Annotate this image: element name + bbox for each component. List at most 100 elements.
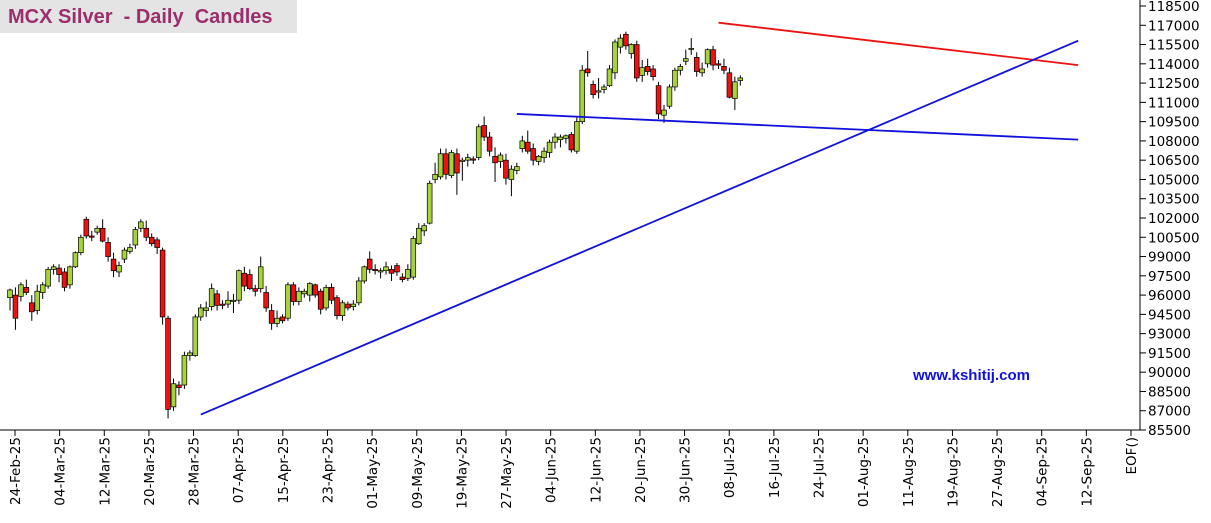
candle xyxy=(46,267,51,289)
candle xyxy=(111,253,116,277)
candle xyxy=(351,300,356,310)
y-tick-label: 96000 xyxy=(1148,288,1191,304)
candle-body-down xyxy=(455,154,460,173)
y-tick-label: 90000 xyxy=(1148,365,1191,381)
candle-body-down xyxy=(569,134,574,149)
candle-body-down xyxy=(215,294,220,306)
candle xyxy=(553,133,558,148)
candle xyxy=(607,65,612,87)
x-tick-label: 24-Feb-25 xyxy=(8,437,24,505)
candle-body-up xyxy=(536,156,541,161)
x-tick-label: 30-Jun-25 xyxy=(678,437,694,503)
candle xyxy=(732,77,737,110)
candle-body-up xyxy=(117,266,122,272)
candle-body-down xyxy=(585,69,590,73)
candle-body-up xyxy=(187,353,192,356)
candle-body-up xyxy=(542,151,547,157)
candle xyxy=(346,302,351,311)
candle-body-up xyxy=(607,69,612,86)
candle xyxy=(656,82,661,119)
candle xyxy=(465,154,470,167)
candle xyxy=(68,266,73,289)
candle-body-up xyxy=(68,267,73,285)
candle xyxy=(313,284,318,298)
candle-body-up xyxy=(204,308,209,311)
candle-body-down xyxy=(531,149,536,161)
candle-body-up xyxy=(553,137,558,142)
candle xyxy=(373,264,378,274)
x-tick-label: EOF() xyxy=(1124,437,1140,474)
candle xyxy=(57,264,62,282)
y-tick-label: 87000 xyxy=(1148,404,1191,420)
candle xyxy=(444,149,449,180)
candle-body-up xyxy=(138,222,143,228)
x-tick-label: 04-Mar-25 xyxy=(53,437,69,506)
candle-body-up xyxy=(689,48,694,49)
candle xyxy=(405,264,410,281)
y-tick-label: 106500 xyxy=(1148,153,1200,169)
candle xyxy=(422,223,427,236)
candle-body-down xyxy=(84,219,89,236)
candle xyxy=(171,379,176,411)
candle-body-down xyxy=(253,289,258,292)
candle-body-up xyxy=(78,237,83,252)
candle xyxy=(198,304,203,321)
y-tick-label: 118500 xyxy=(1148,0,1200,15)
candle-body-down xyxy=(62,272,67,287)
candle-body-down xyxy=(111,259,116,271)
y-tick-label: 103500 xyxy=(1148,192,1200,208)
candle xyxy=(253,285,258,297)
y-tick-label: 102000 xyxy=(1148,211,1200,227)
axes-layer: 85500 87000 88500 90000 91500 93000 94500 96000… xyxy=(0,0,1200,509)
candle xyxy=(395,263,400,276)
candle xyxy=(340,300,345,321)
candle-body-up xyxy=(209,289,214,307)
y-tick-label: 91500 xyxy=(1148,346,1191,362)
candle-body-down xyxy=(504,160,509,178)
candle-body-down xyxy=(318,291,323,309)
candle xyxy=(242,267,247,291)
x-tick-label: 11-Aug-25 xyxy=(901,437,917,507)
candle xyxy=(384,262,389,275)
trendlines-layer xyxy=(201,23,1078,415)
candle xyxy=(237,269,242,304)
y-tick-label: 93000 xyxy=(1148,327,1191,343)
x-tick-label: 12-Sep-25 xyxy=(1079,437,1095,507)
candle-body-up xyxy=(476,127,481,158)
candle xyxy=(177,381,182,395)
candle xyxy=(634,41,639,82)
trendline-blue-2 xyxy=(201,41,1078,415)
candle-body-down xyxy=(177,385,182,388)
candle-body-down xyxy=(471,159,476,160)
x-tick-label: 20-Mar-25 xyxy=(142,437,158,506)
candle-body-down xyxy=(645,66,650,71)
x-tick-label: 27-May-25 xyxy=(499,437,515,509)
candle-body-up xyxy=(51,267,56,270)
candle-body-down xyxy=(400,277,405,280)
candle-body-down xyxy=(291,285,296,302)
candle-body-down xyxy=(367,259,372,269)
candle-body-up xyxy=(547,142,552,152)
y-tick-label: 105000 xyxy=(1148,172,1200,188)
candle-body-down xyxy=(247,275,252,289)
x-tick-label: 08-Jul-25 xyxy=(722,437,738,498)
candle-body-up xyxy=(324,287,329,308)
candle-body-up xyxy=(700,69,705,73)
candle-body-down xyxy=(280,317,285,321)
candle-body-down xyxy=(155,240,160,248)
candle xyxy=(514,163,519,175)
candle-body-up xyxy=(122,250,127,259)
candle-body-down xyxy=(346,304,351,308)
candle xyxy=(160,248,165,325)
candle xyxy=(106,237,111,261)
candle-body-up xyxy=(427,183,432,223)
candle-body-down xyxy=(716,64,721,65)
y-tick-label: 109500 xyxy=(1148,115,1200,131)
candle-body-up xyxy=(683,59,688,62)
candle xyxy=(220,300,225,309)
candle xyxy=(302,289,307,298)
candle xyxy=(286,282,291,321)
candle xyxy=(493,147,498,182)
candle xyxy=(487,132,492,156)
candle-body-up xyxy=(356,281,361,303)
